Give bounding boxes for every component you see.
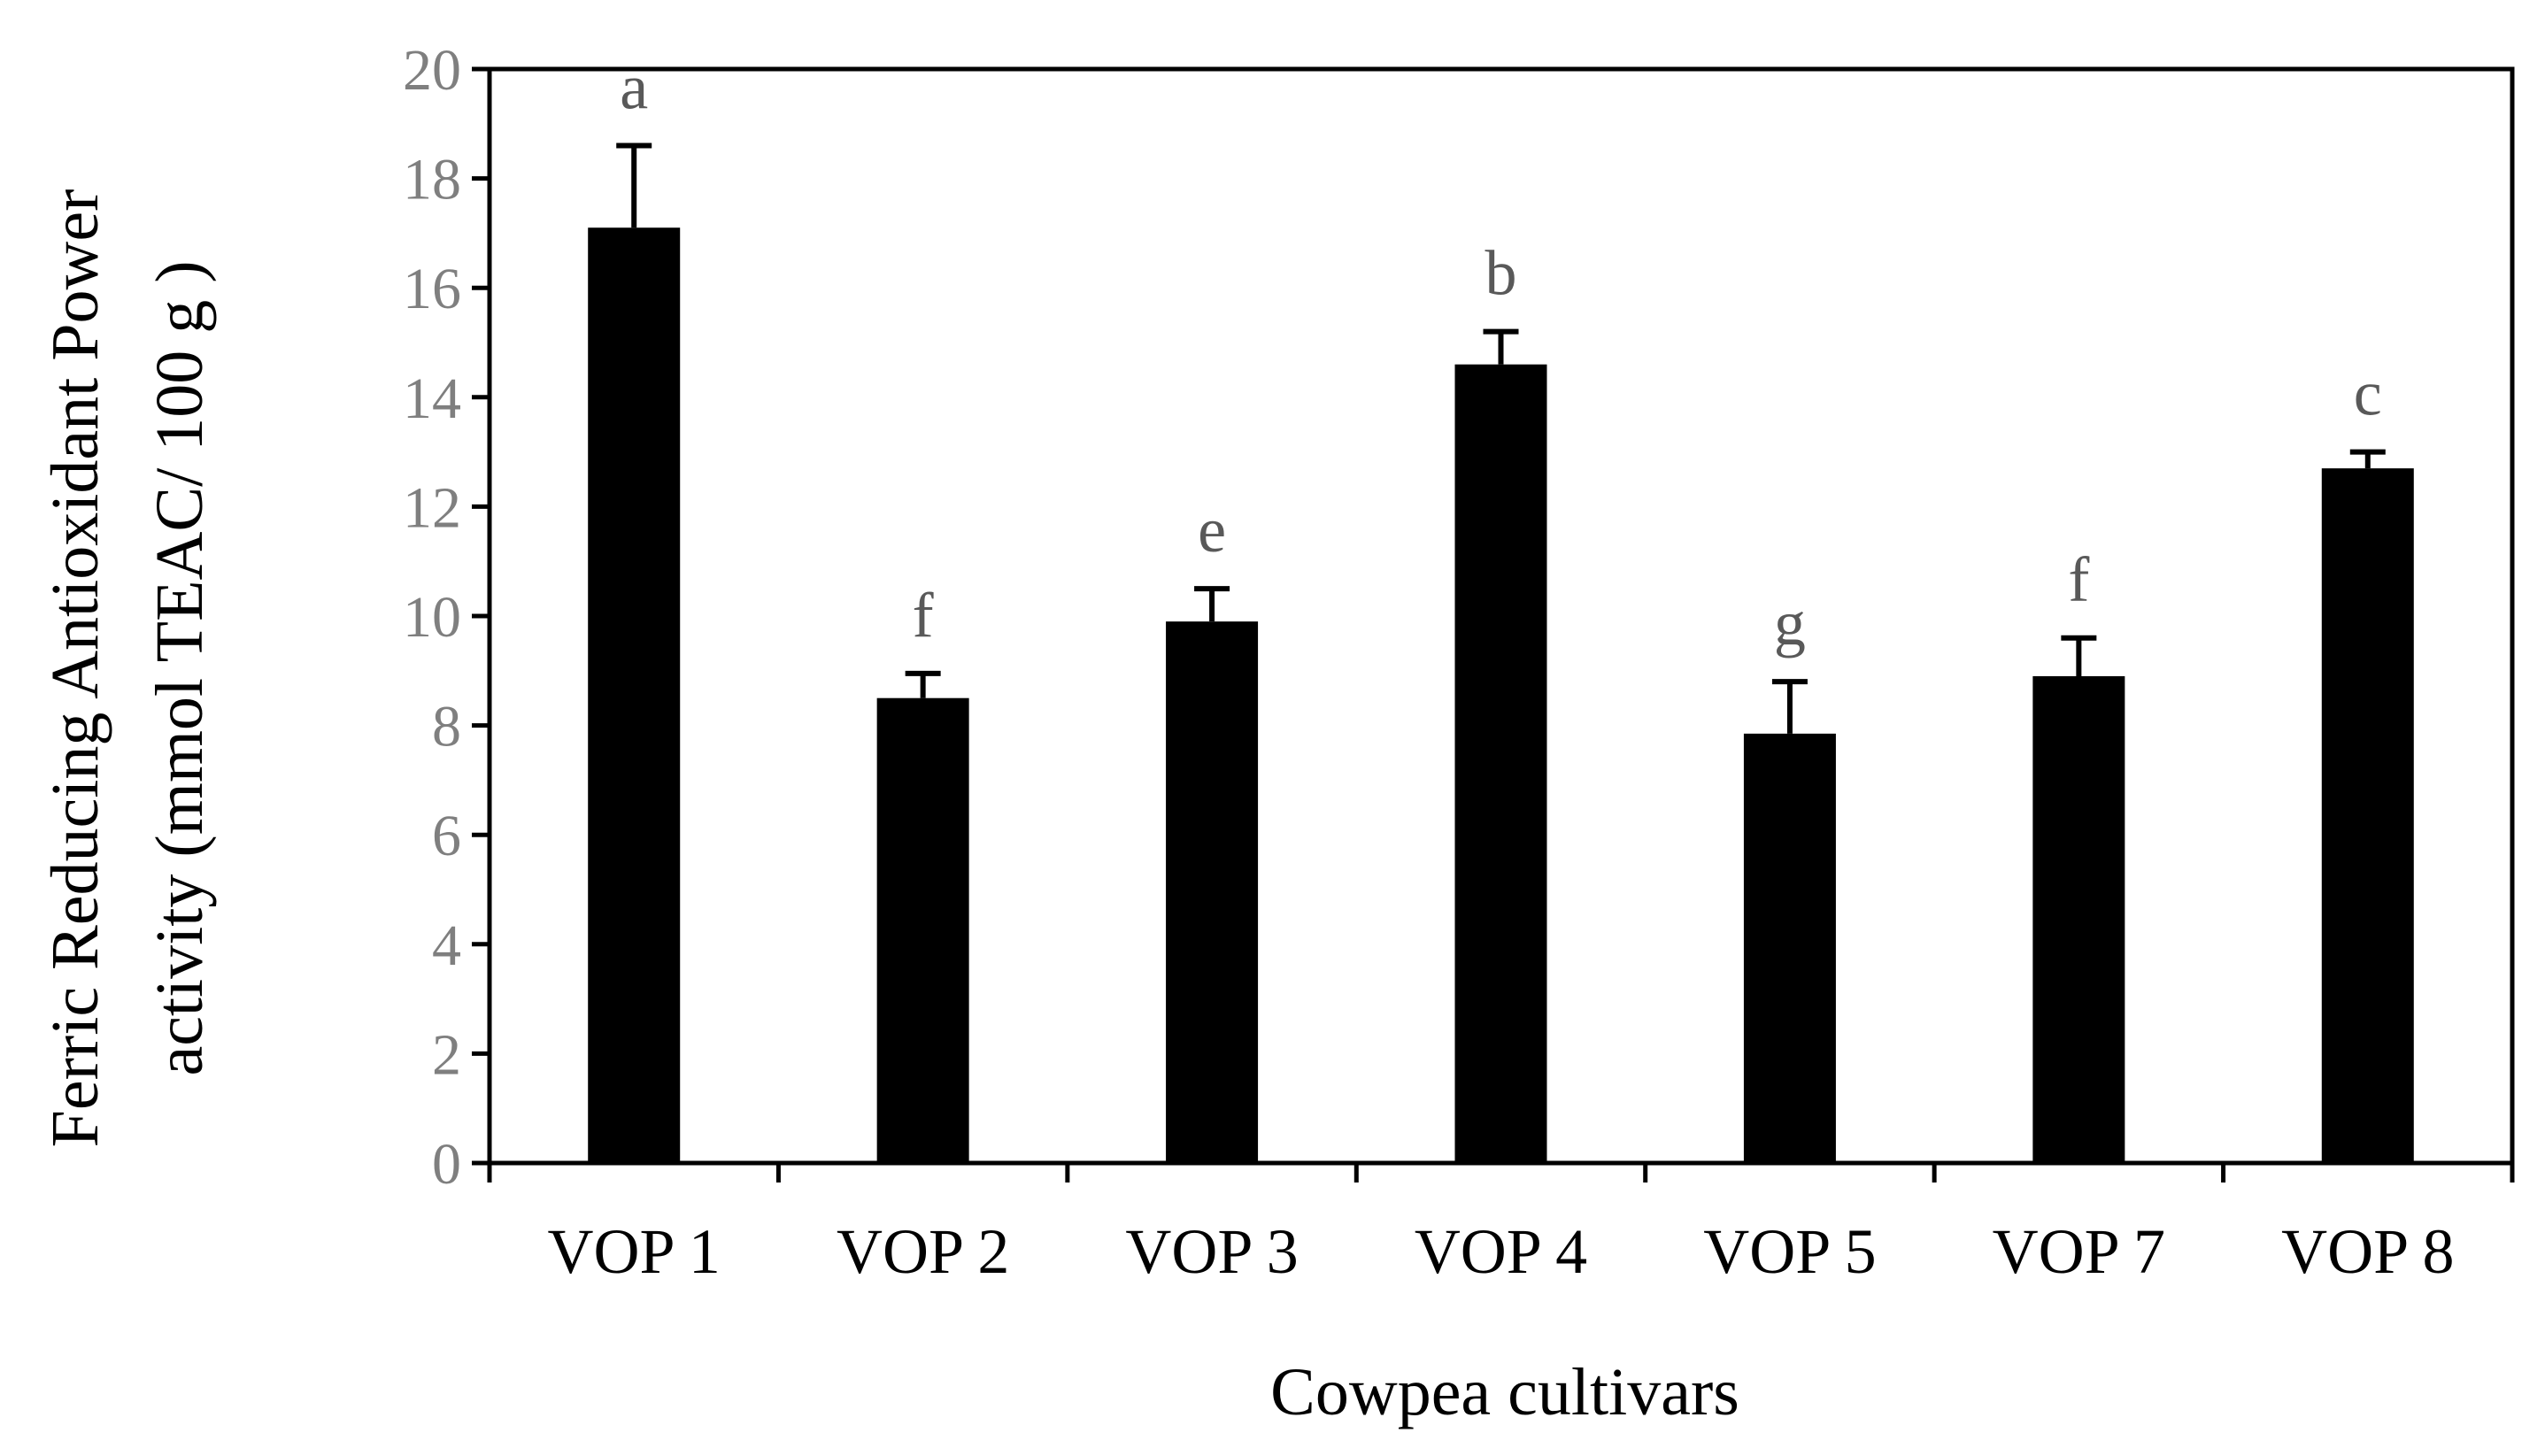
bar-vop-3 — [1166, 621, 1259, 1163]
y-axis-title-line-1: Ferric Reducing Antioxidant Power — [38, 189, 112, 1148]
y-axis-title: Ferric Reducing Antioxidant Power activi… — [38, 189, 217, 1148]
y-tick-label: 20 — [403, 38, 461, 103]
x-tick-label: VOP 8 — [2281, 1216, 2454, 1287]
y-tick-label: 0 — [432, 1132, 461, 1197]
y-tick-label: 2 — [432, 1022, 461, 1087]
bar-vop-8 — [2321, 468, 2414, 1163]
bar-vop-4 — [1454, 364, 1547, 1164]
plot-area: 0 2 4 6 8 10 12 14 16 18 20 a VOP 1 f VOP 2 e VOP 3 b VOP … — [403, 38, 2515, 1287]
y-tick-label: 6 — [432, 804, 461, 868]
x-tick-label: VOP 3 — [1125, 1216, 1298, 1287]
y-tick-label: 14 — [403, 366, 461, 431]
bar-vop-7 — [2032, 675, 2125, 1163]
significance-label: a — [620, 52, 648, 123]
bar-vop-5 — [1743, 733, 1836, 1163]
x-tick-label: VOP 7 — [1993, 1216, 2165, 1287]
y-tick-label: 18 — [403, 148, 461, 212]
significance-label: f — [913, 580, 934, 651]
x-tick-label: VOP 1 — [548, 1216, 721, 1287]
significance-label: f — [2068, 544, 2089, 615]
bar-vop-2 — [876, 697, 969, 1163]
y-tick-label: 8 — [432, 695, 461, 759]
bar-vop-1 — [588, 227, 681, 1164]
y-tick-label: 16 — [403, 257, 461, 321]
y-tick-label: 12 — [403, 475, 461, 540]
significance-label: e — [1198, 495, 1226, 566]
x-tick-label: VOP 4 — [1415, 1216, 1587, 1287]
y-tick-label: 4 — [432, 913, 461, 978]
y-axis-title-line-2: activity (mmol TEAC/ 100 g ) — [143, 260, 217, 1075]
y-tick-label: 10 — [403, 585, 461, 650]
x-axis-title: Cowpea cultivars — [1270, 1355, 1739, 1429]
significance-label: c — [2354, 358, 2382, 429]
x-tick-label: VOP 5 — [1703, 1216, 1876, 1287]
significance-label: g — [1774, 588, 1806, 659]
x-tick-label: VOP 2 — [837, 1216, 1009, 1287]
significance-label: b — [1485, 238, 1517, 309]
